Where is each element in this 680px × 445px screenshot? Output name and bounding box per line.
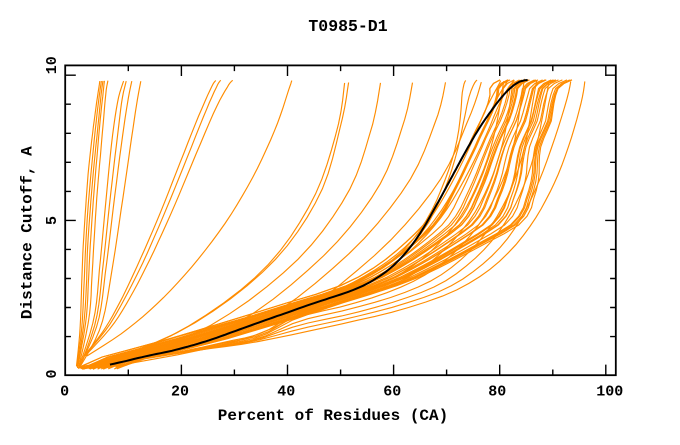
svg-text:40: 40 [277,384,295,401]
svg-text:0: 0 [44,369,61,378]
svg-text:60: 60 [383,384,401,401]
svg-text:100: 100 [596,384,623,401]
svg-text:Distance Cutoff, A: Distance Cutoff, A [19,146,37,319]
svg-text:Percent of Residues (CA): Percent of Residues (CA) [218,407,448,425]
svg-text:5: 5 [44,216,61,225]
svg-text:20: 20 [171,384,189,401]
svg-text:T0985-D1: T0985-D1 [308,17,387,36]
svg-text:0: 0 [60,384,69,401]
svg-text:80: 80 [488,384,506,401]
svg-text:10: 10 [44,56,61,74]
